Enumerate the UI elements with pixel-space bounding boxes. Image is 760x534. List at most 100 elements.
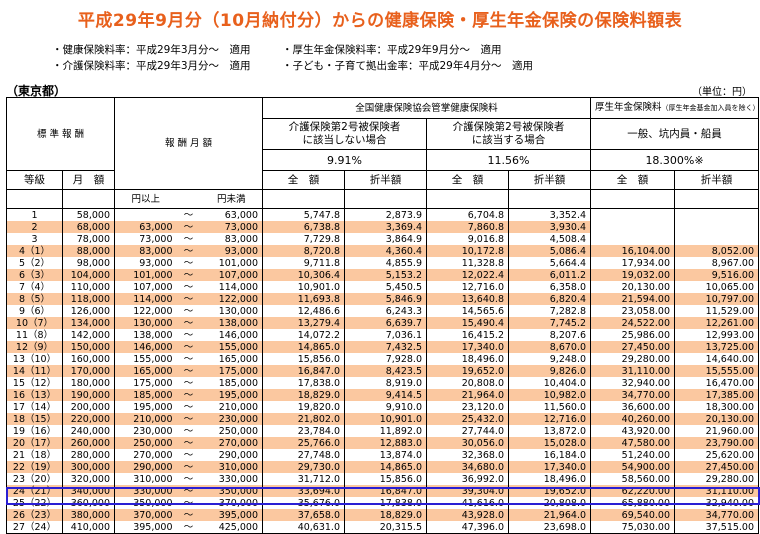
grade-cell: 15（12） (6, 377, 63, 389)
health-half-cell: 8,919.0 (344, 377, 427, 389)
pension-half-cell: 16,470.00 (674, 377, 760, 389)
pension-full-cell: 54,900.00 (590, 461, 676, 473)
tilde-cell: ～ (183, 449, 194, 461)
pension-half-cell: 31,110.00 (674, 485, 760, 497)
health-full-cell: 31,712.0 (262, 473, 345, 485)
full-header-3: 全 額 (590, 170, 676, 190)
pension-sub-header: 一般、坑内員・船員 (590, 118, 760, 150)
to-cell: 175,000 (200, 365, 263, 377)
health-half-cell: 9,910.0 (344, 401, 427, 413)
pension-half-cell: 37,515.00 (674, 521, 760, 534)
tilde-cell: ～ (176, 485, 201, 497)
health-half-cell: 3,369.4 (344, 221, 427, 233)
table-row: 25（22） 360,000 350,000 ～ 370,000 35,676.0 17,8… (6, 497, 760, 509)
health-full-cell: 14,865.0 (262, 341, 345, 353)
premium-table: 標 準 報 酬 報 酬 月 額 全国健康保険協会管掌健康保険料 厚生年金保険料（… (6, 97, 760, 534)
table-rows: 1 58,000 ～ 63,000 5,747.8 2,873.9 6,704.8 3,352… (6, 208, 760, 534)
to-cell: 155,000 (200, 341, 263, 353)
full-header-1: 全 額 (262, 170, 345, 190)
grade-cell: 21（18） (6, 449, 63, 461)
pension-full-cell: 58,560.00 (590, 473, 676, 485)
tilde-cell: ～ (176, 293, 201, 305)
health-full-cell: 29,730.0 (262, 461, 345, 473)
grade-cell: 26（23） (6, 509, 63, 521)
health-full-cell: 35,676.0 (262, 497, 345, 509)
grade-cell: 8（5） (6, 293, 63, 305)
monthly-cell: 380,000 (62, 509, 115, 521)
from-cell: 210,000 (114, 413, 177, 425)
pension-full-cell: 25,986.00 (590, 329, 676, 341)
health-half-cell: 16,847.0 (344, 485, 427, 497)
grade-cell: 10（7） (6, 317, 63, 329)
to-cell: 63,000 (200, 208, 263, 221)
pension-half-cell: 10,797.00 (674, 293, 760, 305)
nursing-half-cell: 23,698.0 (507, 521, 592, 534)
pension-full-cell: 21,594.00 (590, 293, 676, 305)
unit-label: （単位：円） (692, 87, 752, 98)
pension-half-cell: 20,130.00 (674, 413, 760, 425)
health-full-cell: 5,747.8 (262, 208, 345, 221)
grade-header: 等級 (6, 170, 63, 190)
health-half-cell: 20,315.5 (344, 521, 427, 534)
monthly-cell: 220,000 (62, 413, 115, 425)
grade-cell: 17（14） (6, 401, 63, 413)
from-cell: 122,000 (114, 305, 177, 317)
monthly-cell: 280,000 (62, 449, 115, 461)
monthly-cell: 134,000 (62, 317, 115, 329)
note-health-rate: ・健康保険料率：平成29年3月分～ 適用 (52, 44, 251, 56)
to-cell: 165,000 (200, 353, 263, 365)
to-cell: 122,000 (200, 293, 263, 305)
table-row: 17（14） 200,000 195,000 ～ 210,000 19,820.0 9,91… (6, 401, 760, 413)
health-full-cell: 25,766.0 (262, 437, 345, 449)
nursing-half-cell: 21,964.0 (507, 509, 592, 521)
tilde-cell: ～ (176, 413, 201, 425)
nursing-full-cell: 25,432.0 (426, 413, 509, 425)
nursing-half-cell: 6,011.2 (507, 269, 592, 281)
to-cell: 130,000 (200, 305, 263, 317)
pension-half-cell: 29,280.00 (674, 473, 760, 485)
nursing-full-cell: 13,640.8 (426, 293, 509, 305)
table-row: 4（1） 88,000 83,000 ～ 93,000 8,720.8 4,360.4 10,… (6, 245, 760, 257)
from-cell: 175,000 (114, 377, 177, 389)
nursing-full-cell: 7,860.8 (426, 221, 509, 233)
table-row: 24（21） 340,000 330,000 ～ 350,000 33,694.0 16,8… (6, 485, 760, 497)
prefecture-label: （東京都） (6, 84, 67, 98)
health-full-cell: 13,279.4 (262, 317, 345, 329)
pension-half-cell: 32,940.00 (674, 497, 760, 509)
from-cell: 138,000 (114, 329, 177, 341)
nursing-half-cell: 4,508.4 (507, 233, 592, 245)
health-half-cell: 15,856.0 (344, 473, 427, 485)
grade-cell: 12（9） (6, 341, 63, 353)
health-full-cell: 10,306.4 (262, 269, 345, 281)
health-half-cell: 11,892.0 (344, 425, 427, 437)
nursing-full-cell: 10,172.8 (426, 245, 509, 257)
blank-cell (507, 189, 592, 209)
health-full-cell: 21,802.0 (262, 413, 345, 425)
nursing-full-cell: 36,992.0 (426, 473, 509, 485)
nursing-full-cell: 17,340.0 (426, 341, 509, 353)
tilde-cell: ～ (176, 365, 201, 377)
health-half-cell: 10,901.0 (344, 413, 427, 425)
to-cell: 93,000 (200, 245, 263, 257)
pension-full-cell: 34,770.00 (590, 389, 676, 401)
tilde-cell: ～ (183, 377, 194, 389)
table-row: 15（12） 180,000 175,000 ～ 185,000 17,838.0 8,91… (6, 377, 760, 389)
monthly-cell: 200,000 (62, 401, 115, 413)
from-cell: 73,000 (114, 233, 177, 245)
health-full-cell: 33,694.0 (262, 485, 345, 497)
monthly-cell: 360,000 (62, 497, 115, 509)
health-full-cell: 7,729.8 (262, 233, 345, 245)
grade-cell: 24（21） (6, 485, 63, 497)
health-full-cell: 40,631.0 (262, 521, 345, 534)
health-half-cell: 6,639.7 (344, 317, 427, 329)
from-cell: 114,000 (114, 293, 177, 305)
table-row: 1 58,000 ～ 63,000 5,747.8 2,873.9 6,704.8 3,352… (6, 208, 760, 221)
health-half-cell: 8,423.5 (344, 365, 427, 377)
from-cell: 350,000 (114, 497, 177, 509)
to-cell: 425,000 (200, 521, 263, 534)
table-row: 23（20） 320,000 310,000 ～ 330,000 31,712.0 15,8… (6, 473, 760, 485)
nursing-full-cell: 12,716.0 (426, 281, 509, 293)
note-nursing-rate: ・介護保険料率：平成29年3月分～ 適用 (52, 60, 251, 72)
nursing-full-cell: 47,396.0 (426, 521, 509, 534)
table-row: 14（11） 170,000 165,000 ～ 175,000 16,847.0 8,42… (6, 365, 760, 377)
